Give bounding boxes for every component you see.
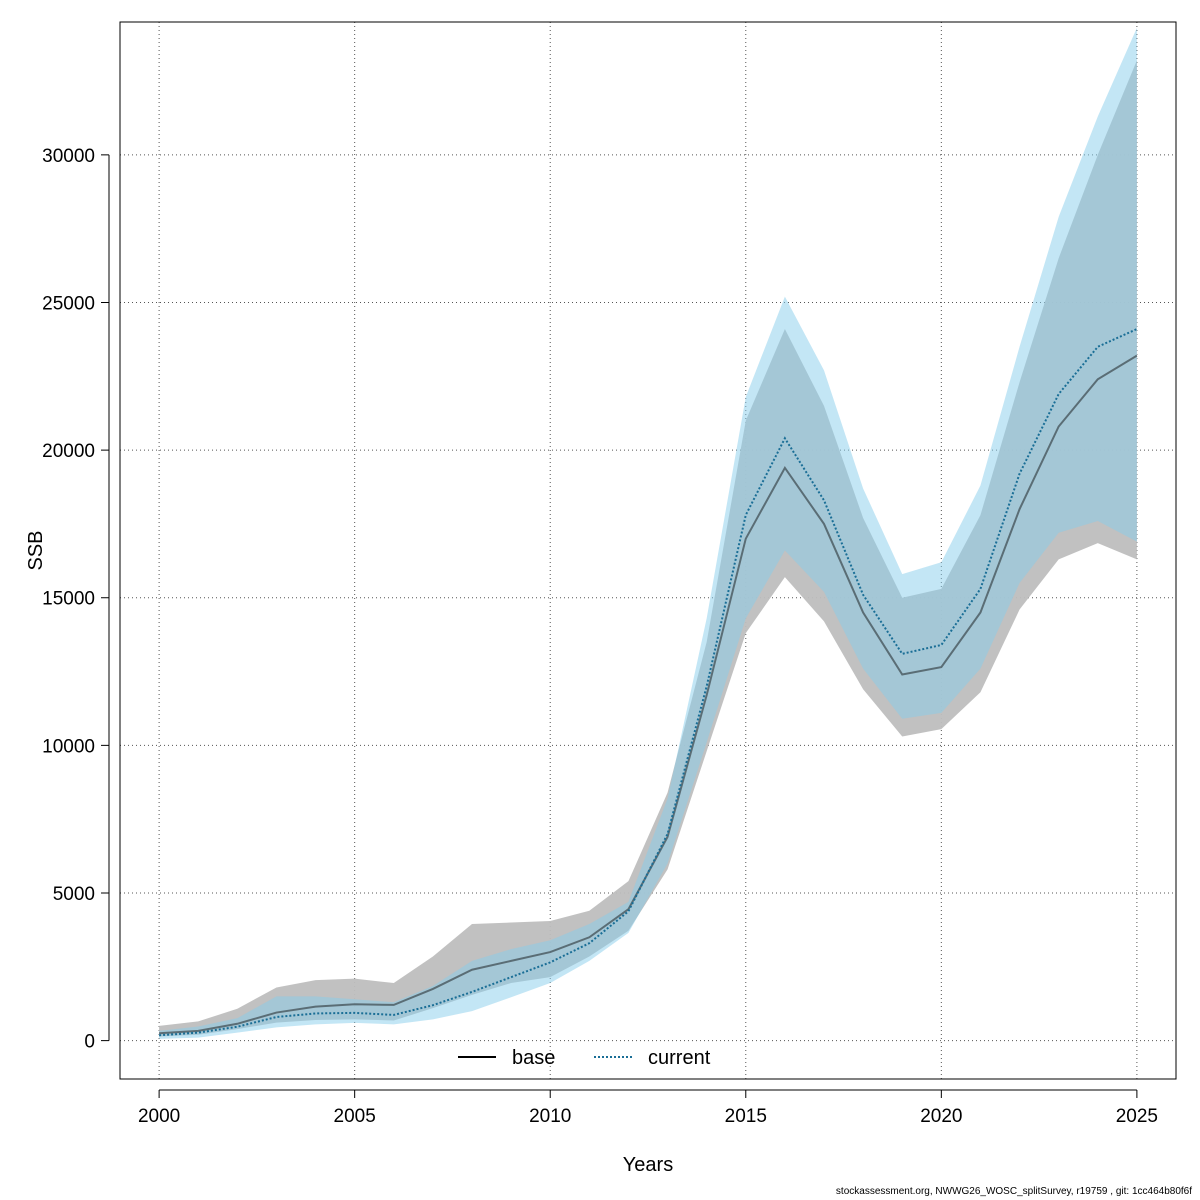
band-current: [159, 27, 1137, 1039]
y-tick-label-30000: 30000: [42, 146, 95, 167]
y-axis: 0 5000 10000 15000 20000 25000 30000: [42, 146, 110, 1053]
confidence-bands: [159, 27, 1137, 1039]
legend-label-current: current: [648, 1047, 711, 1069]
x-tick-label-2010: 2010: [529, 1106, 571, 1127]
legend: base current: [458, 1047, 711, 1069]
y-tick-label-20000: 20000: [42, 441, 95, 462]
x-tick-label-2000: 2000: [138, 1106, 180, 1127]
x-tick-label-2020: 2020: [920, 1106, 962, 1127]
x-tick-label-2005: 2005: [334, 1106, 376, 1127]
y-tick-label-15000: 15000: [42, 589, 95, 610]
x-axis: 2000 2005 2010 2015 2020 2025: [138, 1089, 1158, 1127]
line-base: [159, 354, 1138, 1035]
y-tick-label-5000: 5000: [53, 884, 95, 905]
band-base: [159, 60, 1137, 1037]
series-lines: [159, 328, 1138, 1037]
footer-note: stockassessment.org, NWWG26_WOSC_splitSu…: [835, 1186, 1192, 1197]
x-axis-title: Years: [623, 1154, 673, 1176]
x-tick-label-2025: 2025: [1116, 1106, 1158, 1127]
y-tick-label-0: 0: [84, 1032, 95, 1053]
y-tick-label-25000: 25000: [42, 293, 95, 314]
plot-frame: [119, 21, 1177, 1080]
line-current: [159, 328, 1138, 1037]
y-tick-label-10000: 10000: [42, 736, 95, 757]
legend-label-base: base: [512, 1047, 555, 1069]
x-tick-label-2015: 2015: [725, 1106, 767, 1127]
y-axis-title: SSB: [25, 530, 47, 570]
